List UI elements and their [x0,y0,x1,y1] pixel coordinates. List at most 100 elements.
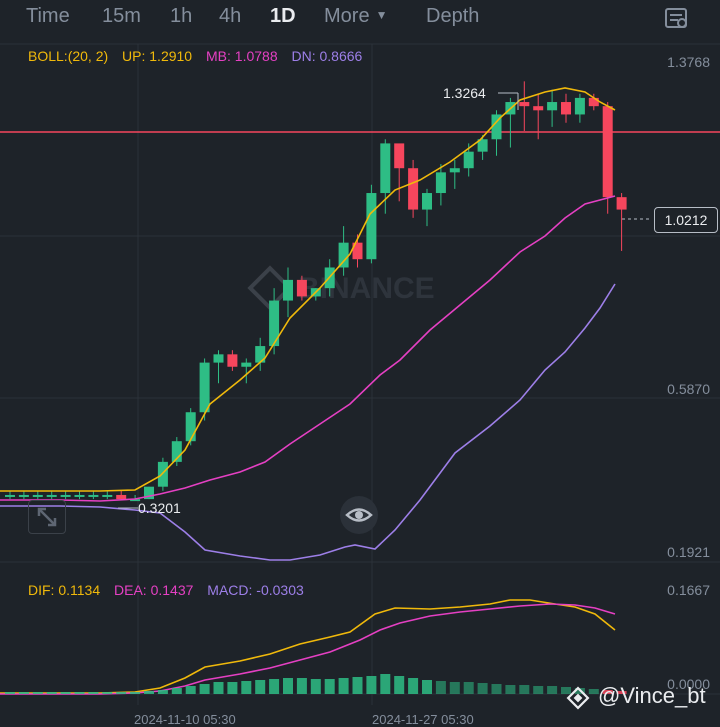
candle-body [255,346,266,363]
y-axis-label-mid: 0.5870 [667,381,710,397]
candle-body [269,300,280,347]
macd-bar [60,692,71,694]
macd-axis-label-zero: 0.0000 [667,676,710,692]
macd-bar [213,682,224,694]
macd-bar [157,690,168,694]
boll-lower-line [0,283,616,561]
macd-bar [394,676,405,694]
tab-more[interactable]: More ▼ [324,5,387,28]
boll-mb-value: MB: 1.0788 [206,48,278,64]
macd-bar [422,680,432,694]
candle-body [18,494,29,497]
tab-1d[interactable]: 1D [270,5,296,27]
macd-bar [116,692,127,694]
candle-body [102,494,113,497]
macd-bar [533,686,544,694]
macd-bar [296,678,307,694]
candle-body [491,114,502,140]
macd-bar [88,692,99,694]
fullscreen-button[interactable] [28,500,66,534]
macd-bar [283,678,293,694]
macd-bar [255,680,266,694]
dif-line [0,599,616,694]
expand-arrows-icon [37,507,57,527]
macd-bar [5,692,15,694]
macd-value: MACD: -0.0303 [207,582,304,598]
macd-bar [449,682,460,694]
candle-body [338,242,349,268]
dif-value: DIF: 0.1134 [28,582,101,598]
candle-body [547,102,558,111]
macd-bar [380,674,391,694]
macd-bar [352,677,363,694]
macd-bar [199,684,210,694]
candle-body [616,197,627,210]
candle-body [477,139,488,152]
macd-bar [491,684,502,694]
candle-body [533,106,544,111]
candle-body [185,412,196,442]
macd-bar [408,678,419,694]
macd-bar [547,686,558,694]
candle-body [213,354,224,363]
candle-body [46,494,57,497]
tab-depth[interactable]: Depth [426,5,480,27]
macd-bar [241,681,252,694]
chevron-down-icon: ▼ [375,8,388,22]
boll-dn-value: DN: 0.8666 [291,48,363,64]
y-axis-label-top: 1.3768 [667,54,710,70]
macd-bar [310,679,321,694]
tab-time[interactable]: Time [26,5,70,27]
macd-bar [185,686,196,694]
macd-bar [227,682,238,694]
candle-body [60,494,71,497]
candle-body [5,494,15,497]
tab-15m[interactable]: 15m [102,5,141,27]
toggle-visibility-button[interactable] [340,496,378,534]
candle-body [199,362,210,413]
tab-4h[interactable]: 4h [219,5,242,27]
boll-upper-line [0,87,616,492]
candle-body [463,151,474,169]
candle-body [74,494,85,497]
boll-up-value: UP: 1.2910 [122,48,193,64]
macd-bar [602,690,613,694]
candle-body [296,279,307,297]
candle-body [130,499,141,502]
candle-body [588,97,599,107]
macd-bar [519,685,530,694]
macd-bar [32,692,43,694]
macd-bar [616,691,627,694]
binance-logo-icon [566,686,590,710]
candle-body [602,106,613,198]
candle-body [32,494,43,497]
high-price-annotation: 1.3264 [443,85,486,101]
y-axis-label-bottom: 0.1921 [667,544,710,560]
macd-bar [366,676,377,694]
candle-body [519,102,530,107]
candle-body [561,102,571,115]
tab-more-label: More [324,5,370,27]
candle-body [116,494,127,500]
macd-bar [130,692,141,694]
boll-indicator-label: BOLL:(20, 2) [28,48,109,64]
candle-body [380,143,391,194]
dea-value: DEA: 0.1437 [114,582,194,598]
macd-bar [561,687,571,694]
tab-1h[interactable]: 1h [170,5,193,27]
macd-bar [46,692,57,694]
macd-bar [102,692,113,694]
candle-body [352,242,363,260]
candle-body [408,168,419,210]
candle-body [435,172,446,194]
macd-bar [269,679,280,694]
candle-body [171,441,182,462]
macd-bar [477,683,488,694]
candle-body [157,461,168,487]
chart-settings-icon[interactable] [664,6,690,30]
candle-body [144,486,154,500]
boll-mid-line [0,195,616,502]
macd-bar [338,678,349,694]
candle-body [241,362,252,367]
